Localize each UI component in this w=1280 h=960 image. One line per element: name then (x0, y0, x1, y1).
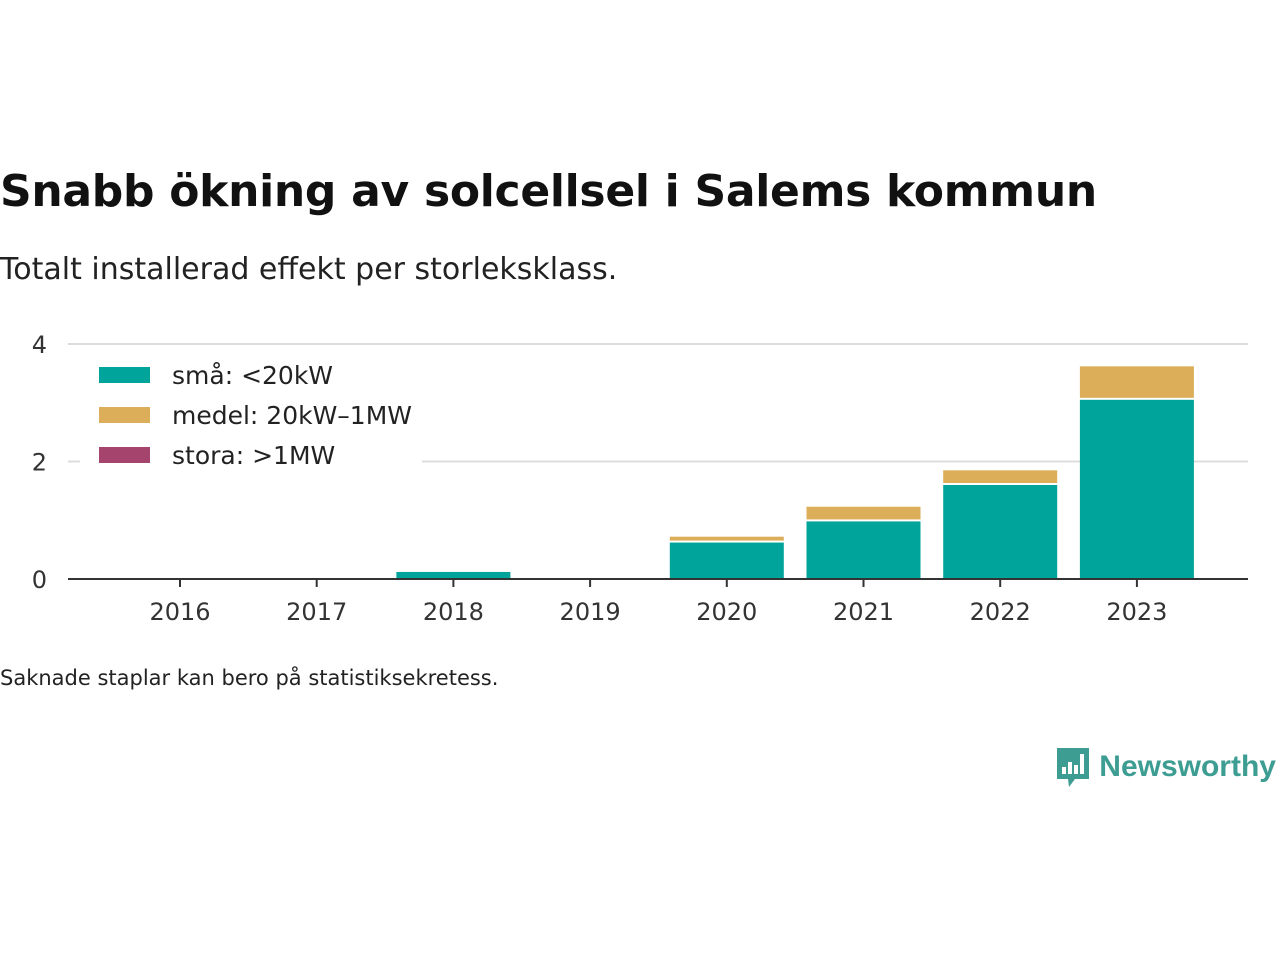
x-tick-label: 2022 (970, 598, 1031, 626)
footnote: Saknade staplar kan bero på statistiksek… (0, 666, 499, 690)
x-tick-label: 2016 (149, 598, 210, 626)
legend-swatch (99, 407, 150, 423)
chart-title: Snabb ökning av solcellsel i Salems komm… (0, 166, 1097, 217)
x-tick-label: 2018 (423, 598, 484, 626)
legend: små: <20kW medel: 20kW–1MW stora: >1MW (80, 350, 422, 470)
bar-2022 (943, 470, 1058, 483)
newsworthy-logo-icon (1057, 748, 1090, 787)
bar-2022 (943, 485, 1058, 579)
bars (396, 366, 1194, 579)
legend-swatch (99, 447, 150, 463)
bar-2023 (1079, 399, 1194, 579)
y-tick-label: 0 (32, 566, 47, 594)
y-tick-label: 2 (32, 449, 47, 477)
brand-name: Newsworthy (1099, 750, 1276, 783)
bar-chart: 2016 2017 2018 2019 2020 2021 2022 2023 0 2 4 små… (32, 331, 1248, 626)
bar-2018 (396, 571, 511, 579)
bar-2020 (669, 536, 784, 541)
legend-swatch (99, 367, 150, 383)
legend-label: stora: >1MW (172, 441, 335, 470)
y-axis: 0 2 4 (32, 331, 47, 594)
legend-label: medel: 20kW–1MW (172, 401, 412, 430)
bar-2020 (669, 542, 784, 579)
bar-2021 (806, 506, 921, 520)
chart-subtitle: Totalt installerad effekt per storlekskl… (0, 252, 618, 287)
bar-2021 (806, 521, 921, 579)
x-tick-label: 2020 (696, 598, 757, 626)
x-tick-label: 2023 (1106, 598, 1167, 626)
brand-logo: Newsworthy (1055, 745, 1276, 789)
x-axis: 2016 2017 2018 2019 2020 2021 2022 2023 (68, 578, 1248, 626)
x-tick-label: 2017 (286, 598, 347, 626)
bar-2023 (1079, 366, 1194, 398)
x-tick-label: 2021 (833, 598, 894, 626)
x-tick-label: 2019 (560, 598, 621, 626)
legend-label: små: <20kW (172, 361, 333, 390)
y-tick-label: 4 (32, 331, 47, 359)
